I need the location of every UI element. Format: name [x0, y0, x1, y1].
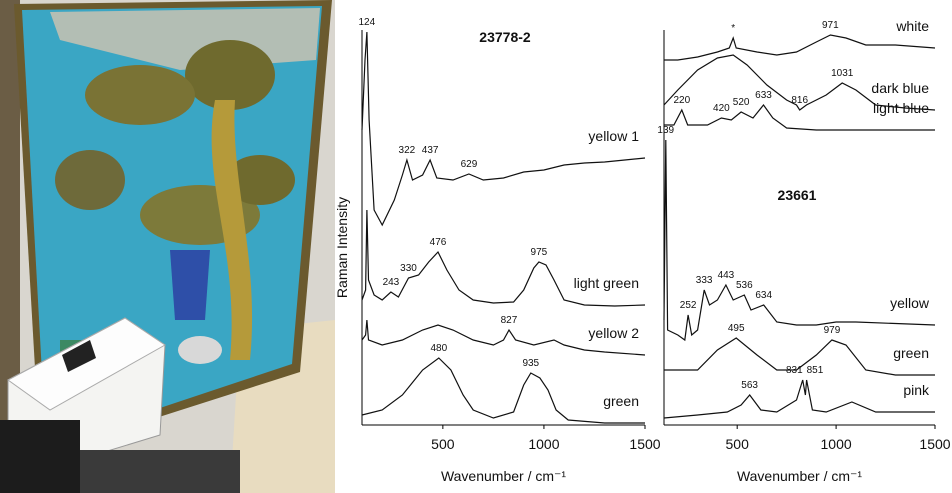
peak-label: 851 [807, 365, 824, 376]
spectrum [361, 357, 645, 424]
series-label: green [603, 393, 639, 409]
x-tick-label: 1000 [821, 436, 852, 452]
series-label: light green [574, 275, 639, 291]
series-label: yellow 1 [588, 128, 639, 144]
peak-label: 520 [733, 97, 750, 108]
spectrum [663, 379, 935, 419]
peak-label: 476 [430, 237, 447, 248]
series-label: yellow [890, 295, 930, 311]
spectrum [663, 139, 936, 342]
peak-label: 827 [501, 315, 518, 326]
peak-label: 495 [728, 323, 745, 334]
x-tick-label: 1500 [919, 436, 950, 452]
peak-label: 333 [696, 275, 713, 286]
x-tick-label: 1000 [528, 436, 559, 452]
x-tick-label: 500 [726, 436, 750, 452]
peak-label: 831 [786, 365, 803, 376]
peak-label: 124 [359, 17, 376, 28]
x-axis-label: Wavenumber / cm⁻¹ [737, 468, 862, 484]
spectrum [361, 209, 646, 307]
peak-label: 243 [383, 277, 400, 288]
series-label: dark blue [871, 80, 929, 96]
spectrum [664, 104, 935, 131]
x-tick-label: 500 [431, 436, 455, 452]
series-label: pink [903, 382, 930, 398]
series-label: light blue [873, 100, 929, 116]
peak-label: 330 [400, 263, 417, 274]
photo [0, 0, 335, 493]
peak-label: * [731, 23, 735, 34]
series-label: yellow 2 [588, 325, 639, 341]
spectrum [664, 337, 935, 376]
peak-label: 975 [531, 247, 548, 258]
peak-label: 220 [673, 95, 690, 106]
peak-label: 536 [736, 280, 753, 291]
spectrum [664, 34, 936, 61]
y-axis-label: Raman Intensity [334, 197, 350, 298]
spectrum [361, 31, 646, 227]
peak-label: 139 [657, 125, 674, 136]
peak-label: 816 [791, 95, 808, 106]
peak-label: 252 [680, 300, 697, 311]
spectrum [663, 54, 936, 111]
series-label: white [895, 18, 929, 34]
spectrum [361, 319, 646, 356]
peak-label: 437 [422, 145, 439, 156]
peak-label: 935 [522, 358, 539, 369]
peak-label: 634 [755, 290, 772, 301]
peak-label: 629 [461, 159, 478, 170]
peak-label: 971 [822, 20, 839, 31]
peak-label: 563 [741, 380, 758, 391]
peak-label: 979 [824, 325, 841, 336]
chart-title: 23778-2 [479, 29, 531, 45]
peak-label: 480 [430, 343, 447, 354]
series-label: green [893, 345, 929, 361]
peak-label: 1031 [831, 68, 854, 79]
x-axis-label: Wavenumber / cm⁻¹ [441, 468, 566, 484]
peak-label: 322 [399, 145, 416, 156]
peak-label: 633 [755, 90, 772, 101]
peak-label: 443 [718, 270, 735, 281]
peak-label: 420 [713, 103, 730, 114]
chart-title: 23661 [778, 187, 817, 203]
x-tick-label: 1500 [629, 436, 660, 452]
